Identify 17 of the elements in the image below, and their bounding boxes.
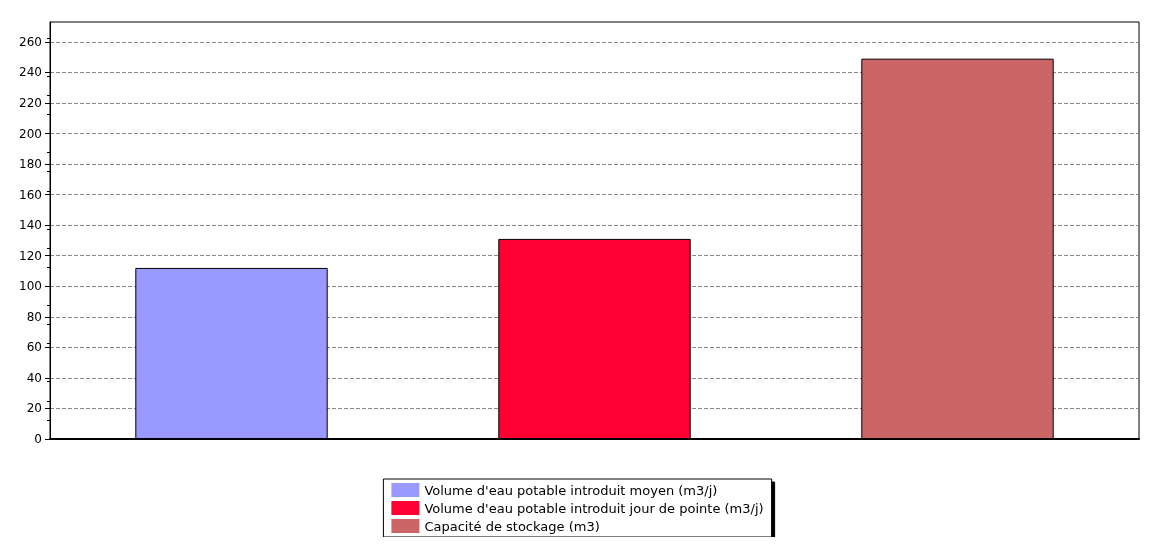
y-tick-label: 120	[19, 248, 42, 263]
y-tick-label: 180	[19, 157, 42, 172]
y-tick-label: 0	[34, 432, 42, 446]
y-tick-label: 260	[19, 34, 42, 49]
y-tick-label: 80	[26, 309, 42, 324]
y-tick-label: 140	[19, 218, 42, 233]
y-tick-label: 40	[26, 370, 42, 385]
legend-label: Volume d'eau potable introduit jour de pointe (m3/j)	[424, 500, 764, 516]
y-tick-label: 200	[19, 126, 42, 141]
y-tick-label: 240	[19, 65, 42, 80]
y-tick-label: 60	[26, 340, 42, 355]
y-tick-label: 100	[19, 279, 42, 294]
legend-label: Volume d'eau potable introduit moyen (m3/j)	[424, 482, 718, 498]
y-tick-label: 220	[19, 95, 42, 110]
legend-label: Capacité de stockage (m3)	[424, 518, 600, 534]
y-tick-label: 20	[26, 401, 42, 416]
y-tick-label: 160	[19, 187, 42, 202]
